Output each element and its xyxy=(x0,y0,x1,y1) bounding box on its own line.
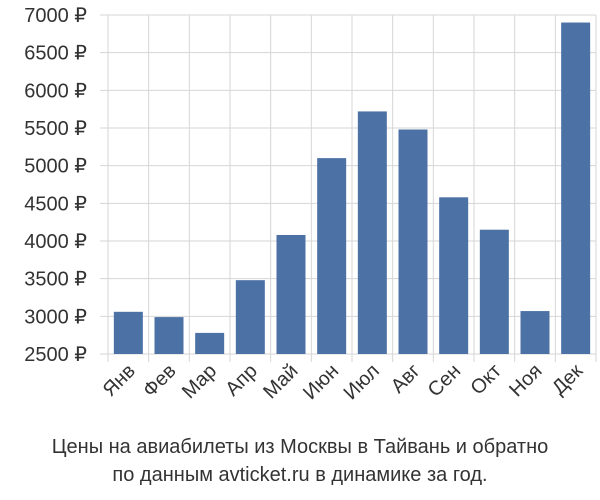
bar-6 xyxy=(317,158,347,354)
y-tick-label: 4000 ₽ xyxy=(24,231,87,253)
y-tick-label: 7000 ₽ xyxy=(24,5,87,27)
bar-5 xyxy=(276,234,306,354)
x-tick-label: Мар xyxy=(178,360,221,403)
bars xyxy=(113,22,591,355)
y-tick-label: 2500 ₽ xyxy=(24,344,87,366)
x-tick-label: Ноя xyxy=(505,360,546,401)
caption-line-1: Цены на авиабилеты из Москвы в Тайвань и… xyxy=(51,436,549,458)
bar-12 xyxy=(561,22,591,355)
x-tick-label: Фев xyxy=(139,360,181,402)
y-tick-label: 6000 ₽ xyxy=(24,80,87,102)
bar-7 xyxy=(357,111,387,354)
y-axis-ticks: 2500 ₽ 3000 ₽ 3500 ₽ 4000 ₽ 4500 ₽ 5000 ₽ 5500… xyxy=(24,5,87,366)
x-tick-label: Авг xyxy=(387,360,425,398)
bar-2 xyxy=(154,317,184,354)
x-tick-label: Окт xyxy=(466,360,505,399)
y-tick-label: 5000 ₽ xyxy=(24,156,87,178)
bar-11 xyxy=(520,311,550,354)
price-bar-chart: 2500 ₽ 3000 ₽ 3500 ₽ 4000 ₽ 4500 ₽ 5000 ₽ 5500… xyxy=(24,5,597,404)
x-tick-label: Янв xyxy=(99,360,140,401)
bar-10 xyxy=(479,229,509,354)
x-tick-label: Июл xyxy=(340,360,384,404)
bar-1 xyxy=(113,311,143,354)
x-tick-label: Июн xyxy=(299,360,343,404)
bar-9 xyxy=(439,197,469,354)
x-tick-label: Дек xyxy=(548,360,587,399)
y-tick-label: 3000 ₽ xyxy=(24,306,87,328)
bar-8 xyxy=(398,129,428,354)
y-tick-label: 5500 ₽ xyxy=(24,118,87,140)
y-tick-label: 3500 ₽ xyxy=(24,269,87,291)
x-tick-label: Сен xyxy=(424,360,465,401)
x-tick-label: Май xyxy=(259,360,302,403)
bar-4 xyxy=(235,280,265,354)
grid-lines xyxy=(100,14,597,362)
x-tick-label: Апр xyxy=(221,360,262,401)
y-tick-label: 6500 ₽ xyxy=(24,43,87,65)
y-tick-label: 4500 ₽ xyxy=(24,193,87,215)
bar-3 xyxy=(195,332,225,354)
caption-line-2: по данным avticket.ru в динамике за год. xyxy=(112,464,488,486)
